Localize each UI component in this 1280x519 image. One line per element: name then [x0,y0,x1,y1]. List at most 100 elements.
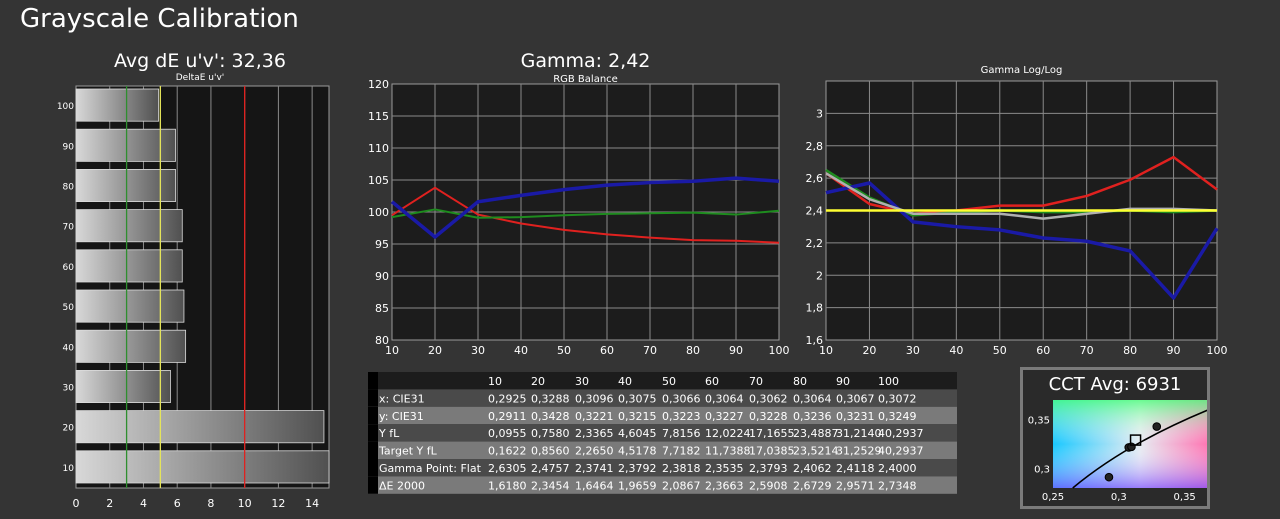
y-tick-label: 60 [63,263,75,273]
bar-50 [75,289,185,323]
series-line-1 [391,186,780,244]
x-tick-label: 10 [385,344,399,357]
x-tick-label: 70 [643,344,657,357]
measured-point [1127,442,1136,452]
x-tick-label: 10 [238,497,252,510]
table-cell: 23,5214 [793,445,839,458]
x-tick-label: 0,3 [1111,492,1127,503]
table-cell: 0,3072 [878,392,917,405]
table-header-cell: 10 [488,375,502,388]
table-cell: 2,3365 [575,427,614,440]
table-row-label: Target Y fL [378,445,438,458]
table-header-cell: 40 [618,375,632,388]
table-cell: 2,3454 [531,479,570,492]
x-tick-label: 30 [906,344,920,357]
y-tick-label: 20 [63,424,75,434]
table-header-cell: 60 [705,375,719,388]
x-tick-label: 80 [686,344,700,357]
x-tick-label: 80 [1123,344,1137,357]
bar-60 [75,249,183,283]
y-tick-label: 10 [63,464,75,474]
y-tick-label: 115 [368,110,389,123]
table-row [368,424,957,442]
table-row [368,459,957,477]
table-cell: 0,3228 [749,410,788,423]
table-cell: 7,8156 [662,427,701,440]
table-cell: 31,2140 [836,427,882,440]
table-cell: 40,2937 [878,427,924,440]
table-row-marker [368,424,378,442]
x-tick-label: 60 [600,344,614,357]
table-row [368,476,957,494]
table-cell: 0,3249 [878,410,917,423]
table-cell: 2,3535 [705,462,744,475]
chart-subtitle: RGB Balance [553,74,618,85]
table-cell: 2,4000 [878,462,917,475]
table-cell: 0,7580 [531,427,570,440]
target-whitepoint-marker [1129,434,1142,446]
x-tick-label: 12 [271,497,285,510]
x-tick-label: 70 [1080,344,1094,357]
table-cell: 17,0385 [749,445,795,458]
x-tick-label: 14 [305,497,319,510]
table-cell: 0,0955 [488,427,527,440]
table-row-label: x: CIE31 [379,392,425,405]
table-cell: 17,1655 [749,427,795,440]
y-tick-label: 3 [816,107,823,120]
table-cell: 2,5908 [749,479,788,492]
table-row [368,406,957,425]
x-tick-label: 100 [1207,344,1228,357]
table-header-cell: 70 [749,375,763,388]
rgb-balance-chart: Gamma: 2,42 RGB Balance 80 85 90 95 100 105 110 1… [368,50,790,357]
table-cell: 0,3428 [531,410,570,423]
y-tick-label: 30 [63,384,75,394]
table-header-cell: 90 [836,375,850,388]
table-cell: 1,6464 [575,479,614,492]
table-header-cell: 20 [531,375,545,388]
table-cell: 0,3062 [749,392,788,405]
bar-30 [75,369,171,403]
table-header-cell: 80 [793,375,807,388]
table-header-cell: 50 [662,375,676,388]
y-tick-label: 2,2 [806,237,824,250]
table-cell: 2,6305 [488,462,527,475]
table-cell: 2,2650 [575,445,614,458]
table-cell: 2,4118 [836,462,875,475]
table-row-label: Y fL [378,427,400,440]
y-tick-label: 2,6 [806,172,824,185]
bar-40 [75,329,187,363]
table-cell: 2,9571 [836,479,875,492]
series-line-4 [825,172,1218,220]
y-tick-label: 120 [368,78,389,91]
table-header-row [368,372,957,390]
bar-90 [75,128,176,162]
table-corner [368,372,378,390]
table-cell: 0,2925 [488,392,527,405]
x-tick-label: 2 [106,497,113,510]
table-cell: 0,3288 [531,392,570,405]
bar-10 [75,450,330,484]
x-tick-label: 90 [1167,344,1181,357]
table-cell: 0,3075 [618,392,657,405]
table-cell: 2,3663 [705,479,744,492]
series-line-3 [390,176,780,239]
series-line-3 [825,181,1219,300]
chart-title: Avg dE u'v': 32,36 [114,50,286,72]
chart-title: Gamma Log/Log [981,65,1063,76]
table-cell: 2,4062 [793,462,832,475]
cct-title: CCT Avg: 6931 [1048,374,1182,395]
table-cell: 0,3096 [575,392,614,405]
gamma-loglog-chart: Gamma Log/Log 1,6 1,8 2 2,2 2,4 2,6 2,8 3 10 20 30 4… [806,65,1228,357]
table-cell: 0,3066 [662,392,701,405]
x-tick-label: 20 [862,344,876,357]
table-cell: 0,3064 [705,392,744,405]
table-row-label: Gamma Point: Flat [379,462,482,475]
y-tick-label: 2 [816,269,823,282]
x-tick-label: 20 [428,344,442,357]
x-tick-label: 60 [1036,344,1050,357]
y-tick-label: 95 [375,238,389,251]
table-cell: 0,8560 [531,445,570,458]
x-tick-label: 30 [471,344,485,357]
series-line-1 [825,155,1218,215]
measurement-table: 10 20 30 40 50 60 70 80 90 100 x: CIE31 0,2925 0,328… [368,372,957,494]
